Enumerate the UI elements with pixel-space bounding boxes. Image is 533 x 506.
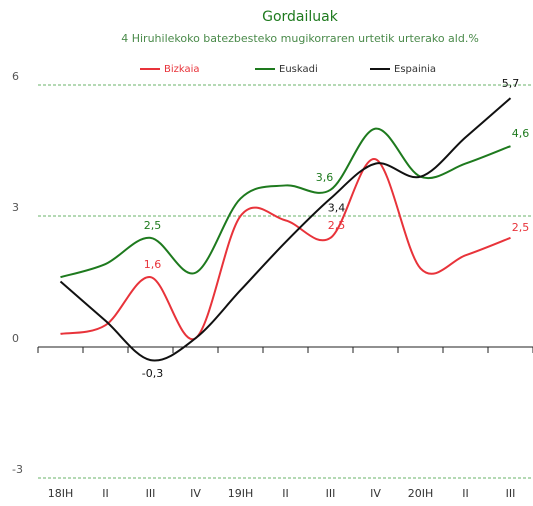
y-tick-label: 3 [12, 201, 19, 214]
x-tick-label: III [506, 487, 516, 500]
data-label: -0,3 [142, 367, 163, 380]
data-label: 5,7 [502, 77, 520, 90]
data-label: 2,5 [144, 219, 162, 232]
data-label: 1,6 [144, 258, 162, 271]
y-tick-label: 6 [12, 70, 19, 83]
chart-subtitle: 4 Hiruhilekoko batezbesteko mugikorraren… [121, 32, 479, 45]
series-line [59, 97, 512, 362]
y-tick-label: -3 [12, 463, 23, 476]
x-tick-label: IV [190, 487, 201, 500]
legend-label: Espainia [394, 64, 436, 75]
legend-label: Euskadi [279, 64, 318, 75]
x-tick-label: II [102, 487, 109, 500]
x-tick-label: III [146, 487, 156, 500]
data-label: 3,4 [328, 202, 346, 215]
legend-label: Bizkaia [164, 64, 200, 75]
data-label: 4,6 [512, 127, 530, 140]
chart-title: Gordailuak [262, 9, 339, 25]
x-tick-label: 20IH [408, 487, 434, 500]
x-tick-label: IV [370, 487, 381, 500]
data-label: 2,5 [512, 221, 530, 234]
data-label: 3,6 [316, 171, 334, 184]
data-label: 2,5 [328, 219, 346, 232]
x-tick-label: 18IH [48, 487, 74, 500]
y-tick-label: 0 [12, 332, 19, 345]
series-line [60, 158, 511, 341]
series-line [60, 127, 511, 279]
x-tick-label: II [282, 487, 289, 500]
x-tick-label: 19IH [228, 487, 254, 500]
x-tick-label: III [326, 487, 336, 500]
x-tick-label: II [462, 487, 469, 500]
